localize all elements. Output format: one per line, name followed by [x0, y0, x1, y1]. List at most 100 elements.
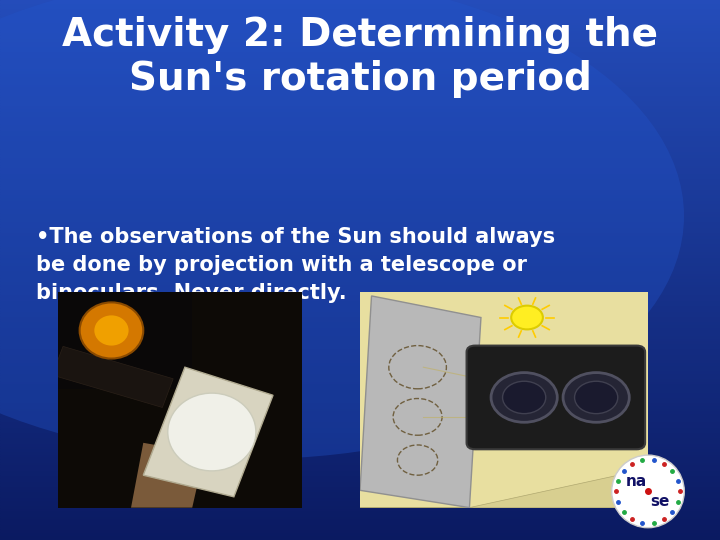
Bar — [0, 316, 720, 319]
Bar — [0, 3, 720, 5]
Bar — [0, 116, 720, 119]
Bar — [0, 284, 720, 286]
Bar — [0, 27, 720, 30]
Circle shape — [503, 381, 546, 414]
Bar — [0, 489, 720, 491]
Bar — [0, 16, 720, 19]
Bar — [0, 240, 720, 243]
Bar — [0, 343, 720, 346]
Bar — [0, 59, 720, 62]
Bar — [0, 491, 720, 494]
Bar — [0, 389, 720, 392]
Bar — [0, 238, 720, 240]
Bar — [0, 49, 720, 51]
Bar — [0, 94, 720, 97]
Bar — [0, 19, 720, 22]
Bar — [0, 76, 720, 78]
FancyArrow shape — [52, 346, 174, 408]
Bar — [0, 332, 720, 335]
Bar — [0, 340, 720, 343]
Bar — [0, 446, 720, 448]
Bar — [0, 265, 720, 267]
Bar — [0, 470, 720, 472]
Bar — [0, 151, 720, 154]
Bar — [0, 267, 720, 270]
Bar — [0, 89, 720, 92]
Bar — [0, 324, 720, 327]
Bar — [0, 219, 720, 221]
Circle shape — [80, 302, 143, 359]
Bar — [0, 170, 720, 173]
Bar — [0, 248, 720, 251]
Bar — [0, 86, 720, 89]
Bar — [0, 364, 720, 367]
Bar — [0, 481, 720, 483]
Bar — [0, 270, 720, 273]
Bar — [0, 313, 720, 316]
Bar — [0, 111, 720, 113]
Bar — [0, 251, 720, 254]
Bar — [0, 486, 720, 489]
Bar — [0, 184, 720, 186]
Bar — [0, 532, 720, 535]
Bar — [0, 516, 720, 518]
Bar — [0, 346, 720, 348]
Polygon shape — [143, 367, 273, 497]
Bar — [0, 205, 720, 208]
Bar — [0, 373, 720, 375]
Bar — [0, 173, 720, 176]
Bar — [0, 413, 720, 416]
Bar — [0, 246, 720, 248]
Circle shape — [491, 373, 557, 422]
Bar — [0, 43, 720, 46]
Bar — [0, 440, 720, 443]
Bar — [0, 302, 720, 305]
Bar — [0, 148, 720, 151]
Bar — [0, 51, 720, 54]
Bar — [0, 478, 720, 481]
Bar — [0, 475, 720, 478]
Bar — [0, 70, 720, 73]
Bar — [0, 262, 720, 265]
Bar — [0, 537, 720, 540]
Bar — [0, 300, 720, 302]
Bar — [0, 310, 720, 313]
Bar — [0, 418, 720, 421]
Bar — [0, 176, 720, 178]
Bar — [0, 130, 720, 132]
Bar — [0, 68, 720, 70]
Bar — [0, 146, 720, 148]
Bar — [0, 122, 720, 124]
Bar — [0, 289, 720, 292]
Bar — [0, 400, 720, 402]
Bar — [0, 402, 720, 405]
Circle shape — [612, 455, 684, 528]
Circle shape — [168, 393, 256, 471]
Bar — [0, 435, 720, 437]
Bar — [0, 405, 720, 408]
Bar — [0, 197, 720, 200]
Circle shape — [563, 373, 629, 422]
Bar — [0, 454, 720, 456]
Bar — [0, 124, 720, 127]
Bar — [0, 192, 720, 194]
Bar — [0, 292, 720, 294]
Bar — [0, 397, 720, 400]
Bar — [0, 500, 720, 502]
Bar — [0, 32, 720, 35]
Bar — [0, 319, 720, 321]
Bar — [0, 211, 720, 213]
Bar — [0, 189, 720, 192]
Bar — [0, 421, 720, 424]
Bar — [0, 356, 720, 359]
Bar — [0, 202, 720, 205]
Bar — [0, 483, 720, 486]
Bar — [0, 427, 720, 429]
Bar — [0, 154, 720, 157]
Bar — [0, 308, 720, 310]
Bar — [0, 208, 720, 211]
Bar — [0, 437, 720, 440]
Bar — [0, 535, 720, 537]
Bar — [0, 394, 720, 397]
Bar — [0, 518, 720, 521]
